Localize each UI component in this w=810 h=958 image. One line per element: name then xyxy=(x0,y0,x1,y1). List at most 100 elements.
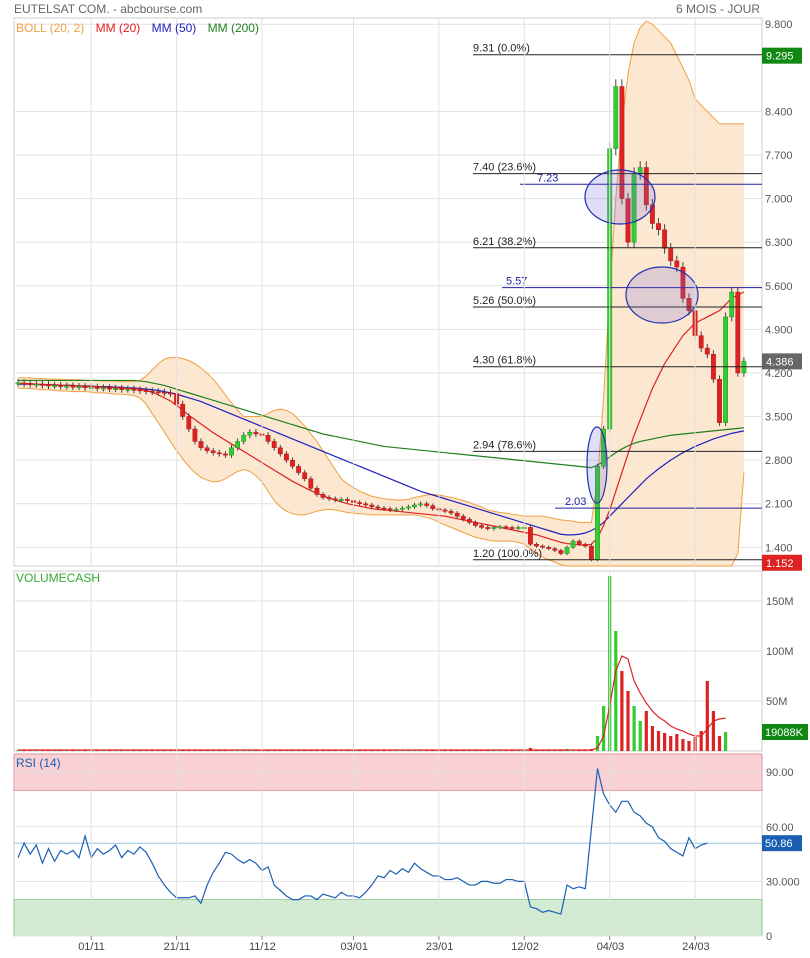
candle xyxy=(412,504,417,508)
candle xyxy=(704,347,710,355)
volume-bar xyxy=(717,736,722,751)
candle xyxy=(113,388,119,390)
candle xyxy=(235,441,240,448)
candle xyxy=(406,506,411,509)
rsi-title: RSI (14) xyxy=(16,756,61,770)
volume-title: VOLUMECASH xyxy=(16,571,101,585)
bollinger-band xyxy=(18,21,744,566)
price-tick-label: 7.700 xyxy=(765,150,793,162)
price-tag xyxy=(762,554,802,571)
volume-average-line xyxy=(18,655,726,751)
candle xyxy=(558,550,564,554)
ma200-line xyxy=(18,379,744,469)
price-tick-label: 5.600 xyxy=(765,281,793,293)
volume-bar xyxy=(711,711,715,751)
candle xyxy=(613,86,619,149)
price-tag-label: 9.295 xyxy=(766,51,794,63)
rsi-tick-label: 60.00 xyxy=(766,822,794,834)
candle xyxy=(284,453,289,461)
candle xyxy=(204,447,210,451)
candle xyxy=(582,544,588,547)
price-tick-label: 2.800 xyxy=(765,455,793,467)
candle xyxy=(479,525,484,528)
volume-bar xyxy=(614,631,618,751)
price-tag xyxy=(762,353,802,370)
x-tick-label: 04/03 xyxy=(597,941,625,953)
candle xyxy=(528,527,533,545)
candle xyxy=(241,435,247,442)
candle xyxy=(161,392,167,394)
rsi-tag-label: 50.86 xyxy=(765,838,793,850)
price-tag-label: 1.152 xyxy=(766,558,794,570)
volume-bar xyxy=(626,691,630,751)
chart-period: 6 MOIS - JOUR xyxy=(675,2,760,16)
candle xyxy=(497,526,503,529)
volume-bar xyxy=(638,721,642,751)
fibonacci-label: 5.26 (50.0%) xyxy=(473,295,536,307)
candle xyxy=(271,441,277,448)
candle xyxy=(137,389,143,392)
candle xyxy=(589,545,594,560)
candle xyxy=(418,503,423,506)
volume-plot-area xyxy=(13,570,763,752)
candle xyxy=(33,383,39,386)
candle xyxy=(94,387,100,389)
candle xyxy=(314,487,320,495)
volume-bar xyxy=(595,736,600,751)
fibonacci-label: 9.31 (0.0%) xyxy=(473,43,530,55)
candle xyxy=(357,502,362,504)
candle xyxy=(698,335,704,349)
candle xyxy=(64,385,70,388)
candle xyxy=(668,248,674,262)
volume-bar xyxy=(705,681,709,751)
volume-bar xyxy=(724,732,728,751)
candle xyxy=(125,388,131,391)
price-tick-label: 2.100 xyxy=(765,499,793,511)
rsi-tick-label: 90.00 xyxy=(766,767,794,779)
candle xyxy=(424,503,430,506)
candle xyxy=(454,512,460,517)
volume-bar xyxy=(663,733,667,751)
candle xyxy=(216,452,222,455)
candle xyxy=(619,86,625,199)
volume-bar xyxy=(699,731,703,751)
candle xyxy=(442,509,448,512)
candle xyxy=(576,540,582,545)
rsi-panel: 90.00 60.00 30.000 0 50.86 xyxy=(13,753,802,943)
annotation-label: 5.57 xyxy=(506,276,527,288)
price-tick-label: 6.300 xyxy=(765,237,793,249)
candle xyxy=(52,385,58,387)
candle xyxy=(467,519,472,523)
candle xyxy=(229,447,234,456)
candle xyxy=(296,466,301,473)
candle xyxy=(393,509,399,511)
candle xyxy=(155,391,161,394)
volume-panel: 150M 100M 50M 19088K xyxy=(13,570,808,752)
candle xyxy=(570,540,576,548)
candle xyxy=(143,390,149,392)
candle xyxy=(375,506,381,509)
highlight-ellipse xyxy=(625,266,699,324)
annotation-label: 2.03 xyxy=(565,496,586,508)
candle xyxy=(46,384,51,387)
candle xyxy=(637,167,643,174)
indicator-legend: BOLL (20, 2) MM (20) MM (50) MM (200) xyxy=(16,21,267,35)
x-axis: 01/11 21/11 11/12 03/01 23/01 12/02 04/03 24/03 xyxy=(78,18,710,953)
candle xyxy=(100,387,106,390)
candle xyxy=(107,387,112,390)
price-tick-label: 4.200 xyxy=(765,368,793,380)
rsi-tag xyxy=(762,835,802,852)
candle xyxy=(70,385,76,388)
candle xyxy=(515,527,521,529)
fibonacci-label: 7.40 (23.6%) xyxy=(473,162,536,174)
candle xyxy=(277,447,283,455)
candle xyxy=(546,547,552,549)
fibonacci-label: 2.94 (78.6%) xyxy=(473,439,536,451)
candle xyxy=(723,316,729,423)
volume-bar xyxy=(681,739,685,751)
candle xyxy=(430,505,436,509)
candle xyxy=(332,498,338,501)
candle xyxy=(540,545,546,548)
price-tick-label: 8.400 xyxy=(765,106,793,118)
